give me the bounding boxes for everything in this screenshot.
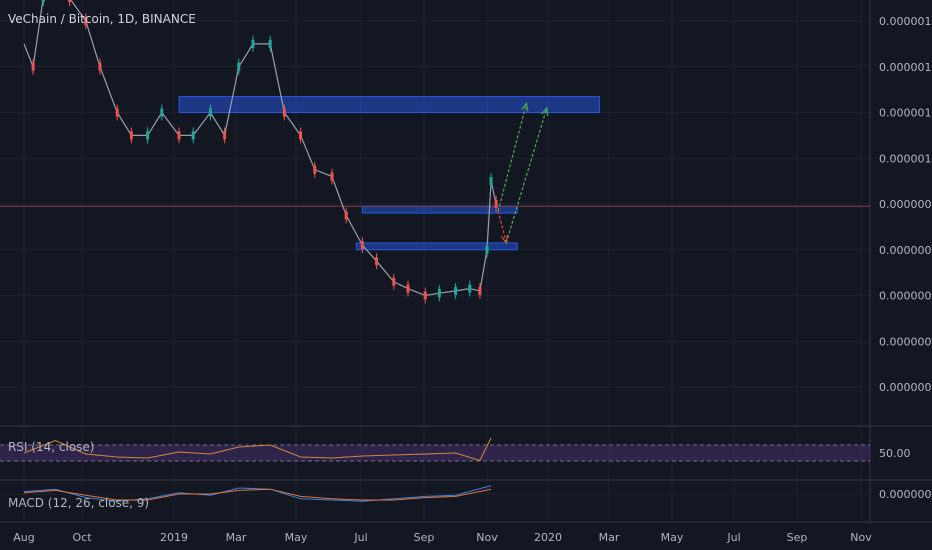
candle-body bbox=[68, 0, 72, 3]
macd-tick-label: 0.00000000 bbox=[879, 488, 932, 501]
x-tick-label: Oct bbox=[72, 531, 92, 544]
y-tick-label: 0.00000080 bbox=[879, 198, 932, 211]
rsi-line bbox=[23, 437, 492, 462]
candle-body bbox=[223, 131, 227, 140]
x-tick-label: May bbox=[661, 531, 684, 544]
candle-body bbox=[478, 286, 482, 295]
x-tick-label: Nov bbox=[476, 531, 498, 544]
candle-body bbox=[406, 284, 410, 293]
candle-body bbox=[268, 39, 272, 48]
arrow-head bbox=[521, 101, 529, 112]
candle-body bbox=[98, 62, 102, 71]
candle-body bbox=[31, 62, 35, 71]
candle-body bbox=[489, 177, 493, 186]
x-tick-label: Jul bbox=[726, 531, 740, 544]
y-tick-label: 0.00000160 bbox=[879, 15, 932, 28]
candle-body bbox=[251, 39, 255, 48]
y-tick-label: 0.00000040 bbox=[879, 290, 932, 303]
x-tick-label: 2019 bbox=[160, 531, 188, 544]
supply-zone bbox=[361, 205, 518, 214]
y-tick-label: 0.00000000 bbox=[879, 381, 932, 394]
candle-body bbox=[437, 289, 441, 298]
chart-title: VeChain / Bitcoin, 1D, BINANCE bbox=[8, 12, 196, 26]
signal-line bbox=[23, 488, 492, 501]
y-tick-label: 0.00000100 bbox=[879, 152, 932, 165]
projection-arrow bbox=[497, 103, 528, 212]
candle-body bbox=[146, 131, 150, 140]
candle-body bbox=[360, 241, 364, 250]
rsi-tick-label: 50.00 bbox=[879, 447, 911, 460]
x-tick-label: Mar bbox=[599, 531, 620, 544]
y-tick-label: 0.00000060 bbox=[879, 244, 932, 257]
macd-line bbox=[23, 485, 492, 502]
candle-body bbox=[344, 211, 348, 220]
candle-body bbox=[313, 165, 317, 174]
x-tick-label: 2020 bbox=[534, 531, 562, 544]
x-tick-label: Sep bbox=[414, 531, 435, 544]
y-tick-label: 0.00000020 bbox=[879, 335, 932, 348]
candle-body bbox=[41, 0, 45, 3]
x-tick-label: Aug bbox=[13, 531, 34, 544]
candle-body bbox=[160, 108, 164, 117]
projection-arrow bbox=[505, 107, 548, 244]
candle-body bbox=[454, 286, 458, 295]
candle-body bbox=[392, 277, 396, 286]
candle-body bbox=[282, 108, 286, 117]
candle-body bbox=[423, 291, 427, 300]
projection-arrow bbox=[497, 210, 507, 244]
x-tick-label: Mar bbox=[226, 531, 247, 544]
candle-body bbox=[468, 284, 472, 293]
supply-zone bbox=[178, 95, 600, 114]
candle-body bbox=[375, 257, 379, 266]
candle-body bbox=[177, 131, 181, 140]
y-tick-label: 0.00000120 bbox=[879, 107, 932, 120]
candle-body bbox=[494, 200, 498, 208]
x-tick-label: Sep bbox=[787, 531, 808, 544]
candle-body bbox=[299, 131, 303, 140]
rsi-band bbox=[0, 445, 870, 461]
candle-body bbox=[191, 131, 195, 140]
x-tick-label: Jul bbox=[353, 531, 367, 544]
supply-zone bbox=[355, 242, 518, 251]
macd-label: MACD (12, 26, close, 9) bbox=[8, 496, 150, 510]
candle-body bbox=[129, 131, 133, 140]
x-tick-label: Nov bbox=[850, 531, 872, 544]
x-tick-label: May bbox=[285, 531, 308, 544]
candle-body bbox=[115, 108, 119, 117]
candle-body bbox=[84, 17, 88, 25]
arrow-head bbox=[541, 106, 549, 116]
candle-body bbox=[485, 245, 489, 254]
rsi-label: RSI (14, close) bbox=[8, 440, 95, 454]
y-tick-label: 0.00000140 bbox=[879, 61, 932, 74]
candle-body bbox=[330, 172, 334, 181]
candle-body bbox=[237, 62, 241, 71]
candle-body bbox=[208, 108, 212, 117]
